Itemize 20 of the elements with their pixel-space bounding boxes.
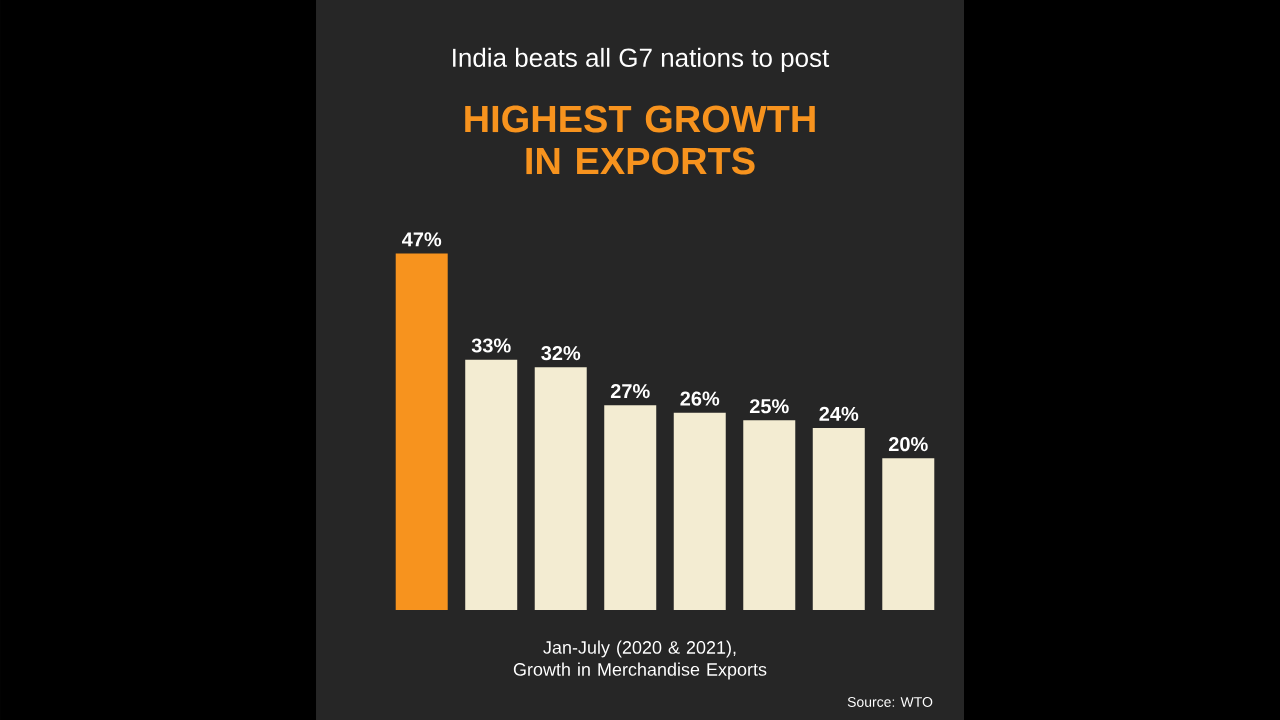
bar [812,427,865,610]
data-label: 27% [610,384,650,399]
bar [882,458,935,610]
text: Jan-July (2020 & 2021), Growth in Merchandise Exports [513,640,767,680]
bar [604,405,657,610]
bar [534,367,587,610]
data-label: 33% [471,338,511,353]
bar [743,420,796,610]
chart-title: India beats all G7 nations to post [453,47,830,73]
bar [465,359,518,610]
data-label: 47% [402,232,442,247]
data-label: 26% [680,391,720,406]
data-label: 25% [749,399,789,414]
data-label: 24% [819,406,859,421]
data-label: 32% [541,346,581,361]
bar [673,412,726,610]
chart-subtitle: HIGHEST GROWTH IN EXPORTS [465,105,815,175]
bar [395,253,448,610]
data-label: 20% [888,437,928,452]
source-note: Source: WTO [847,697,933,707]
